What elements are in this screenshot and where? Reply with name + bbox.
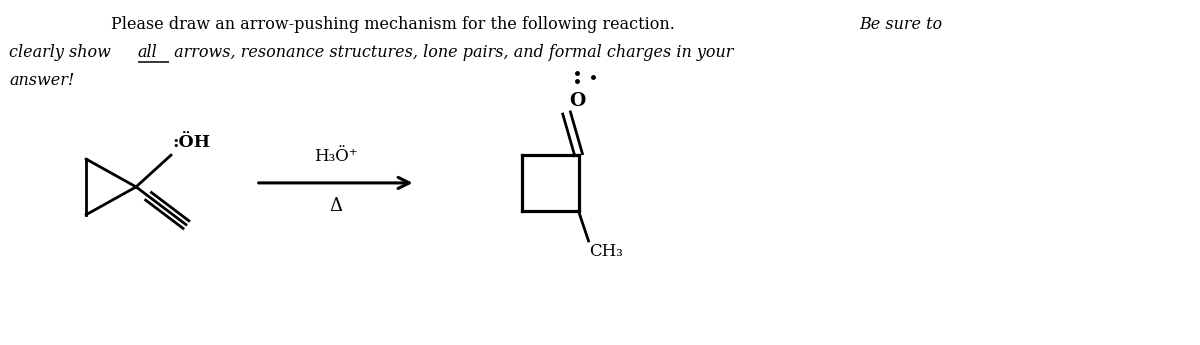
Text: clearly show: clearly show: [10, 44, 116, 61]
Text: O: O: [570, 92, 586, 110]
Text: arrows, resonance structures, lone pairs, and formal charges in your: arrows, resonance structures, lone pairs…: [169, 44, 733, 61]
Text: Be sure to: Be sure to: [859, 16, 942, 33]
Text: H₃Ö⁺: H₃Ö⁺: [314, 148, 358, 165]
Text: answer!: answer!: [10, 72, 74, 89]
Text: all: all: [138, 44, 157, 61]
Text: :ÖH: :ÖH: [172, 134, 210, 151]
Text: CH₃: CH₃: [589, 243, 623, 260]
Text: Please draw an arrow-pushing mechanism for the following reaction.: Please draw an arrow-pushing mechanism f…: [112, 16, 680, 33]
Text: Δ: Δ: [329, 197, 342, 215]
